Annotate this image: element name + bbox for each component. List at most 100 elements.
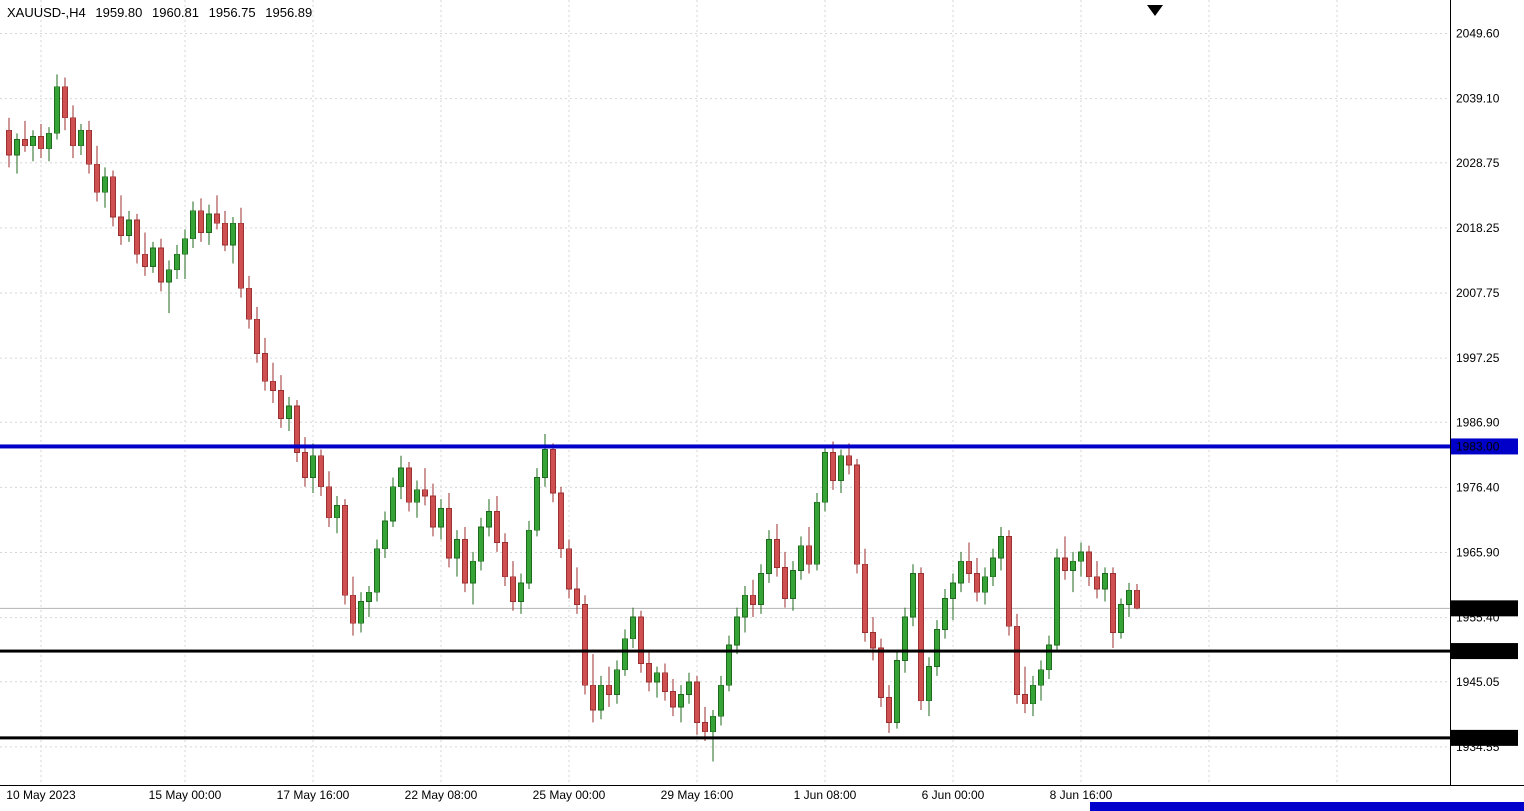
candle-body: [1054, 557, 1060, 646]
candle-body: [902, 616, 908, 661]
candle-body: [678, 694, 684, 708]
candle-body: [822, 452, 828, 503]
candle-body: [1046, 644, 1052, 671]
candle-body: [94, 163, 100, 193]
candle-body: [766, 539, 772, 574]
candle-body: [942, 597, 948, 630]
candle-body: [286, 405, 292, 419]
candle-body: [654, 672, 660, 683]
candle-body: [734, 616, 740, 646]
candle-body: [638, 616, 644, 664]
horizontal-scrollbar-thumb[interactable]: [1090, 802, 1524, 811]
x-axis-label: 6 Jun 00:00: [922, 788, 985, 802]
candle-body: [1118, 604, 1124, 633]
candle-body: [1006, 535, 1012, 627]
candle-body: [598, 684, 604, 711]
candle-body: [958, 560, 964, 584]
candle-body: [670, 690, 676, 708]
chart-plot-area[interactable]: [0, 0, 1450, 785]
y-axis-tick-label: 1997.25: [1456, 351, 1500, 365]
candle-body: [1014, 625, 1020, 695]
candle-body: [390, 486, 396, 522]
candle-body: [878, 647, 884, 698]
candle-body: [550, 449, 556, 494]
candle-body: [814, 501, 820, 565]
candle-body: [334, 504, 340, 519]
candle-body: [622, 638, 628, 671]
low-value: 1956.75: [208, 5, 256, 20]
candle-body: [1086, 551, 1092, 578]
candle-body: [366, 591, 372, 602]
y-axis-panel[interactable]: [1450, 0, 1524, 785]
candle-body: [870, 632, 876, 649]
candle-body: [70, 117, 76, 147]
candle-body: [134, 219, 140, 255]
candle-body: [438, 508, 444, 528]
candle-body: [926, 666, 932, 702]
ohlc-readout: XAUUSD-,H4 1959.80 1960.81 1956.75 1956.…: [7, 5, 318, 20]
candle-body: [758, 573, 764, 605]
x-axis-label: 25 May 00:00: [533, 788, 606, 802]
candle-body: [494, 511, 500, 543]
open-value: 1959.80: [95, 5, 143, 20]
price-badge-label: 1950.00: [1456, 644, 1500, 658]
candle-body: [998, 535, 1004, 559]
candle-body: [102, 176, 108, 193]
candle-body: [214, 213, 220, 224]
candle-body: [526, 529, 532, 584]
candle-body: [158, 247, 164, 283]
candle-body: [422, 489, 428, 497]
candle-body: [270, 380, 276, 392]
candle-body: [150, 247, 156, 268]
candle-body: [742, 594, 748, 618]
candle-body: [702, 721, 708, 733]
candle-body: [542, 449, 548, 478]
candle-body: [1038, 669, 1044, 686]
candle-body: [950, 582, 956, 599]
candle-body: [838, 455, 844, 481]
candle-body: [886, 697, 892, 723]
candle-body: [486, 511, 492, 528]
x-axis-label: 1 Jun 08:00: [794, 788, 857, 802]
y-axis-tick-label: 2039.10: [1456, 92, 1500, 106]
candle-body: [910, 573, 916, 618]
candle-body: [174, 253, 180, 271]
candle-body: [62, 86, 68, 119]
candle-body: [310, 455, 316, 478]
candle-body: [574, 588, 580, 605]
candle-body: [374, 548, 380, 593]
candle-body: [558, 492, 564, 550]
candle-body: [382, 520, 388, 550]
candle-body: [934, 628, 940, 667]
price-level-line[interactable]: [0, 736, 1450, 740]
x-axis-label: 10 May 2023: [6, 788, 76, 802]
candle-body: [86, 129, 92, 165]
candle-body: [238, 222, 244, 289]
candle-body: [1094, 576, 1100, 590]
price-level-line[interactable]: [0, 444, 1450, 449]
candle-body: [254, 318, 260, 354]
candle-body: [30, 136, 36, 147]
candle-body: [470, 560, 476, 584]
candle-body: [318, 455, 324, 488]
x-axis-label: 22 May 08:00: [405, 788, 478, 802]
candle-body: [14, 139, 20, 156]
candle-body: [6, 129, 12, 156]
y-axis-tick-label: 1965.90: [1456, 545, 1500, 559]
candle-body: [478, 526, 484, 562]
candle-body: [110, 176, 116, 218]
close-value: 1956.89: [265, 5, 313, 20]
candle-body: [798, 545, 804, 571]
y-axis-tick-label: 2018.25: [1456, 221, 1500, 235]
candle-body: [990, 557, 996, 578]
candle-body: [1110, 573, 1116, 633]
price-level-line[interactable]: [0, 649, 1450, 653]
candle-body: [350, 594, 356, 624]
candle-body: [510, 576, 516, 602]
candle-body: [126, 219, 132, 237]
candle-body: [454, 539, 460, 559]
candle-body: [830, 452, 836, 481]
